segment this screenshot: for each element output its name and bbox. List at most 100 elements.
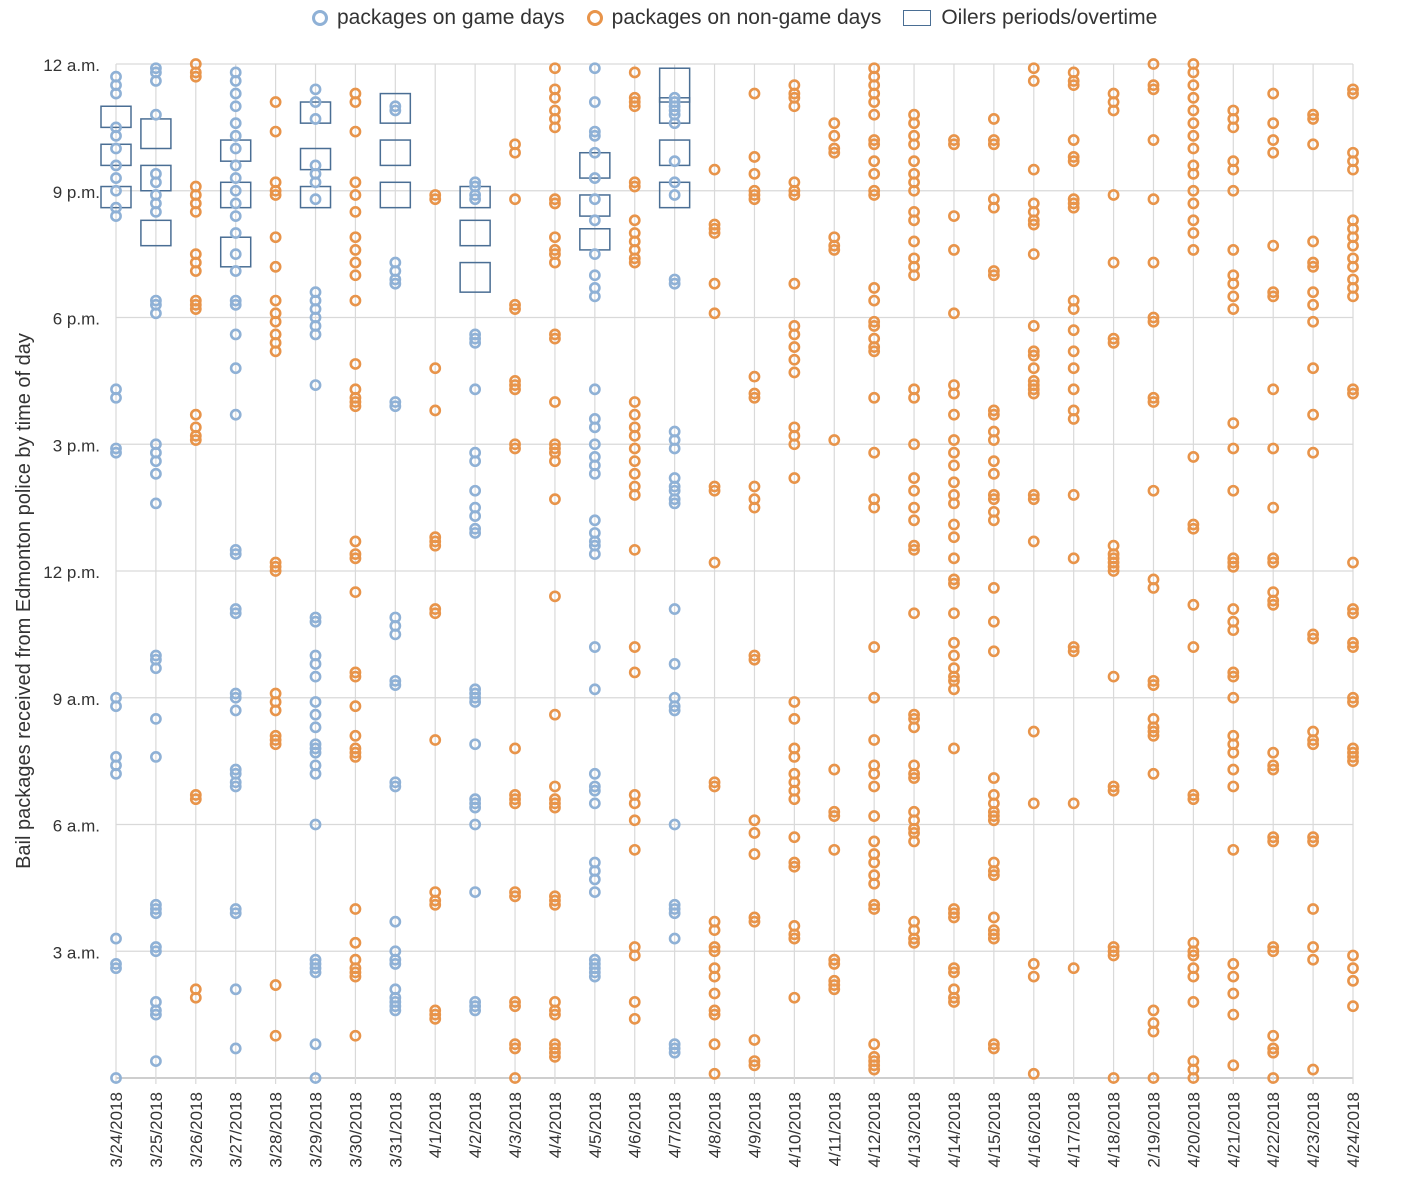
non-game-day-point — [987, 404, 1000, 417]
game-day-point — [668, 104, 681, 117]
game-day-point — [309, 962, 322, 975]
non-game-day-point — [509, 146, 521, 159]
non-game-day-point — [269, 231, 282, 244]
non-game-day-point — [549, 898, 561, 911]
non-game-day-point — [189, 991, 202, 1004]
game-day-point — [389, 674, 402, 687]
non-game-day-point — [908, 235, 920, 248]
non-game-day-point — [1067, 362, 1080, 375]
non-game-day-point — [1107, 784, 1120, 797]
non-game-day-point — [549, 332, 561, 345]
non-game-day-point — [189, 793, 202, 806]
non-game-day-point — [1347, 636, 1359, 649]
non-game-day-point — [628, 455, 641, 468]
non-game-day-point — [1187, 129, 1200, 142]
non-game-day-point — [788, 189, 801, 201]
non-game-day-point — [1107, 332, 1120, 345]
non-game-day-point — [1267, 831, 1280, 844]
non-game-day-point — [1227, 763, 1240, 776]
game-day-point — [668, 155, 681, 168]
non-game-day-point — [349, 243, 362, 256]
period-box — [379, 181, 412, 209]
non-game-day-point — [1307, 941, 1319, 953]
game-day-point — [150, 712, 162, 725]
x-tick-label: 4/20/2018 — [1184, 1092, 1203, 1168]
non-game-day-point — [1107, 336, 1120, 349]
non-game-day-point — [1227, 121, 1240, 134]
non-game-day-point — [708, 480, 721, 493]
game-day-point — [389, 100, 402, 113]
y-tick-label: 6 p.m. — [53, 310, 100, 329]
non-game-day-point — [708, 277, 721, 290]
game-day-point — [588, 269, 601, 282]
non-game-day-point — [349, 294, 362, 307]
game-day-point — [229, 248, 242, 261]
period-box — [379, 92, 412, 124]
game-day-point — [469, 1000, 482, 1013]
legend-item-non-game-days: packages on non-game days — [586, 6, 881, 30]
game-day-point — [588, 172, 601, 184]
x-tick-label: 4/14/2018 — [945, 1092, 964, 1168]
game-day-point — [150, 662, 162, 675]
non-game-day-point — [1187, 104, 1200, 117]
non-game-day-point — [748, 814, 761, 827]
non-game-day-point — [429, 189, 442, 201]
non-game-day-point — [349, 548, 362, 560]
y-tick-label: 9 a.m. — [53, 690, 100, 709]
game-day-point — [389, 953, 402, 966]
game-day-point — [150, 75, 162, 87]
non-game-day-point — [1067, 303, 1080, 315]
non-game-day-point — [1027, 218, 1040, 231]
non-game-day-point — [1147, 1072, 1160, 1084]
non-game-day-point — [1227, 184, 1240, 197]
non-game-day-point — [1267, 759, 1280, 772]
non-game-day-point — [628, 666, 641, 679]
non-game-day-point — [1067, 345, 1080, 358]
game-day-point — [110, 700, 122, 713]
non-game-day-point — [1267, 239, 1280, 252]
non-game-day-point — [509, 996, 521, 1008]
game-day-point — [229, 704, 242, 717]
non-game-day-point — [1147, 193, 1160, 206]
non-game-day-point — [429, 603, 442, 615]
x-tick-label: 4/9/2018 — [745, 1092, 764, 1158]
non-game-day-point — [628, 641, 641, 653]
non-game-day-point — [908, 543, 920, 556]
game-day-point — [469, 332, 482, 345]
x-tick-label: 4/21/2018 — [1224, 1092, 1243, 1168]
non-game-day-point — [948, 636, 960, 649]
y-axis-title: Bail packages received from Edmonton pol… — [13, 333, 35, 869]
non-game-day-point — [828, 434, 841, 446]
non-game-day-point — [1187, 793, 1200, 806]
game-day-point — [229, 763, 242, 776]
non-game-day-point — [1227, 691, 1240, 704]
non-game-day-point — [628, 96, 641, 108]
non-game-day-point — [868, 184, 881, 197]
game-day-point — [110, 962, 122, 975]
game-day-point — [229, 294, 242, 307]
non-game-day-point — [908, 391, 920, 404]
non-game-day-point — [349, 189, 362, 201]
non-game-day-point — [1147, 582, 1160, 594]
game-day-point — [309, 818, 322, 831]
non-game-day-point — [1347, 949, 1359, 962]
non-game-day-point — [509, 442, 521, 455]
non-game-day-point — [1187, 945, 1200, 958]
non-game-day-point — [948, 408, 960, 421]
non-game-day-point — [1147, 315, 1160, 328]
non-game-day-point — [987, 615, 1000, 628]
non-game-day-point — [828, 763, 841, 776]
game-day-point — [110, 932, 122, 945]
non-game-day-point — [549, 91, 561, 104]
non-game-day-point — [1027, 362, 1040, 375]
non-game-day-point — [788, 856, 801, 869]
non-game-day-point — [1027, 345, 1040, 358]
non-game-day-point — [1027, 75, 1040, 87]
non-game-day-point — [349, 970, 362, 983]
game-day-point — [668, 480, 681, 493]
non-game-day-point — [1267, 746, 1280, 759]
non-game-day-point — [987, 1038, 1000, 1051]
non-game-day-point — [549, 121, 561, 134]
non-game-day-point — [1347, 383, 1359, 396]
game-day-marker-icon — [312, 10, 328, 26]
